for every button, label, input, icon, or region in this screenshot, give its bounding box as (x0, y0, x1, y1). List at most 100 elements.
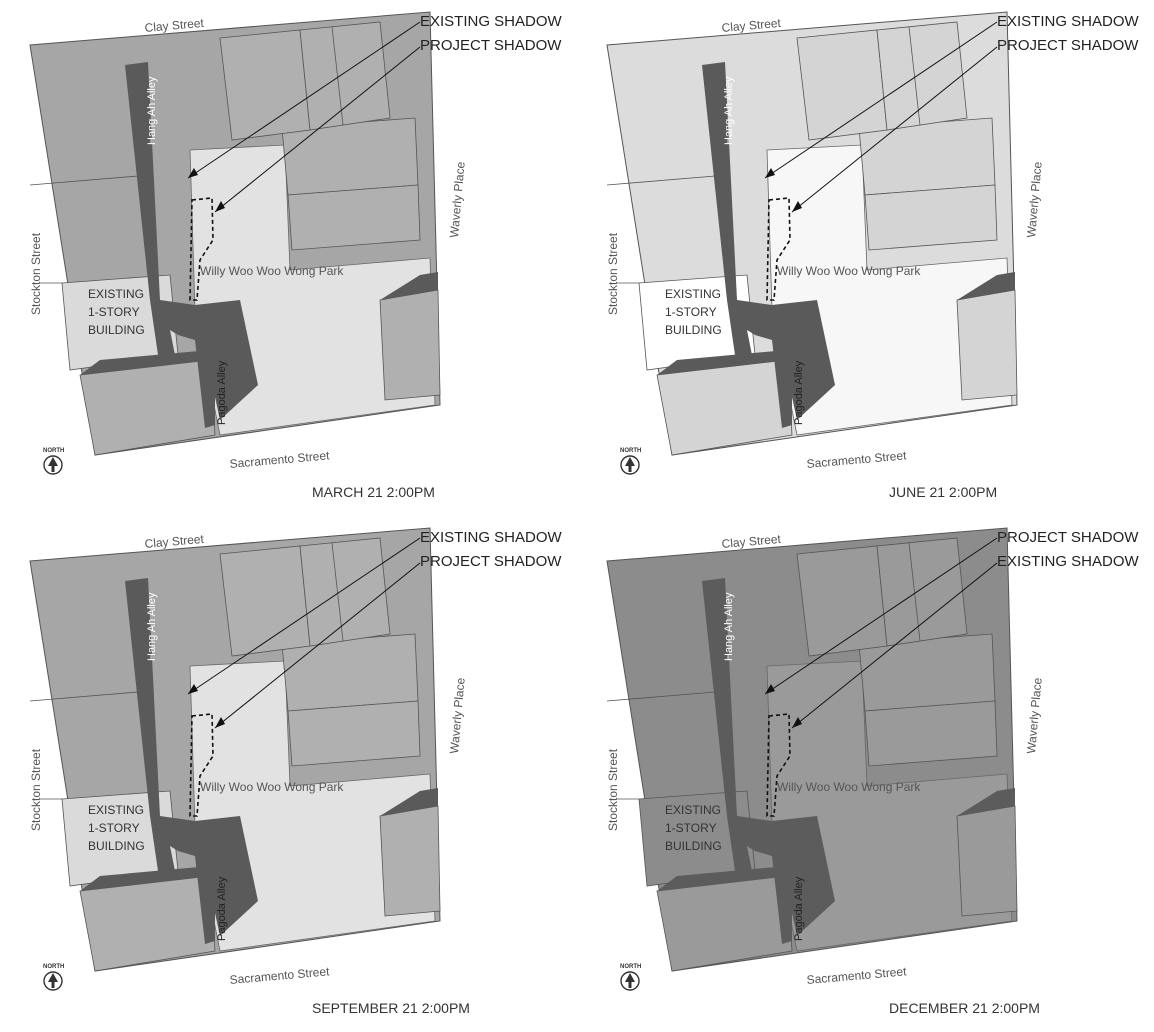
callout-label-1: EXISTING SHADOW (420, 13, 563, 30)
hang-ah-alley-label: Hang Ah Alley (723, 592, 735, 661)
project-shadow-outline (766, 197, 791, 301)
park-label: Willy Woo Woo Wong Park (200, 264, 344, 278)
block-top-2 (876, 537, 968, 647)
sacramento-street-label: Sacramento Street (229, 964, 331, 987)
site-map: EXISTING SHADOW PROJECT SHADOW Clay Stre… (29, 11, 563, 500)
building-label-3: BUILDING (665, 839, 722, 853)
block-top-2 (876, 21, 968, 131)
building-label-2: 1-STORY (88, 821, 140, 835)
block-lower-left (79, 359, 216, 456)
block-right-3-shadow (957, 272, 1015, 300)
callout-label-2: PROJECT SHADOW (420, 37, 562, 54)
park-label: Willy Woo Woo Wong Park (777, 780, 921, 794)
block-top-2 (299, 537, 391, 647)
callout-line-1 (764, 537, 998, 695)
callout-line-2 (214, 562, 421, 729)
block-lower-left-shadow (657, 350, 787, 375)
clay-street-label: Clay Street (144, 532, 205, 551)
hang-ah-alley-shadow (702, 578, 792, 944)
stockton-street-label: Stockton Street (606, 748, 620, 831)
callout-label-1: EXISTING SHADOW (997, 13, 1140, 30)
hang-ah-alley-shadow (125, 62, 215, 428)
waverly-place-label: Waverly Place (447, 161, 468, 238)
callout-line-1 (764, 21, 998, 179)
building-label-2: 1-STORY (665, 305, 717, 319)
block-lower-left-shadow (80, 866, 210, 891)
clay-street-label: Clay Street (721, 16, 782, 35)
block-right-3-shadow (957, 788, 1015, 816)
sacramento-street-label: Sacramento Street (229, 448, 331, 471)
project-shadow-outline (189, 713, 214, 817)
panel-caption: DECEMBER 21 2:00PM (889, 1000, 1040, 1016)
building-label-3: BUILDING (88, 839, 145, 853)
panel-caption: MARCH 21 2:00PM (312, 484, 435, 500)
block-right-3-shadow (380, 788, 438, 816)
block-right-3 (379, 289, 441, 401)
callout-label-1: PROJECT SHADOW (997, 529, 1139, 546)
block-lower-left-shadow (657, 866, 787, 891)
callout-line-1 (187, 21, 421, 179)
pagoda-alley-label: Pagoda Alley (793, 360, 805, 425)
waverly-place-label: Waverly Place (447, 677, 468, 754)
north-arrow-icon (43, 455, 63, 475)
building-label-2: 1-STORY (665, 821, 717, 835)
hang-ah-alley-shadow (125, 578, 215, 944)
waverly-place-label: Waverly Place (1024, 161, 1045, 238)
callout-line-2 (791, 46, 998, 213)
block-right-3 (379, 805, 441, 917)
north-arrow-icon (620, 455, 640, 475)
shadow-panel-september: EXISTING SHADOW PROJECT SHADOW Clay Stre… (0, 516, 577, 1032)
block-top-2 (299, 21, 391, 131)
block-right-3-shadow (380, 272, 438, 300)
callout-label-2: PROJECT SHADOW (420, 553, 562, 570)
project-shadow-outline (189, 197, 214, 301)
hang-ah-alley-label: Hang Ah Alley (146, 76, 158, 145)
block-lower-left (656, 875, 793, 972)
north-arrow-icon (43, 971, 63, 991)
north-label: NORTH (620, 964, 641, 970)
site-map: EXISTING SHADOW PROJECT SHADOW Clay Stre… (29, 527, 563, 1016)
waverly-place-label: Waverly Place (1024, 677, 1045, 754)
pagoda-alley-label: Pagoda Alley (793, 876, 805, 941)
pagoda-alley-shadow (772, 816, 835, 936)
shadow-panel-march: EXISTING SHADOW PROJECT SHADOW Clay Stre… (0, 0, 577, 516)
north-arrow-icon (620, 971, 640, 991)
site-map: EXISTING SHADOW PROJECT SHADOW Clay Stre… (606, 11, 1140, 500)
sacramento-street-label: Sacramento Street (806, 964, 908, 987)
block-right-3 (956, 289, 1018, 401)
block-right-2 (287, 184, 421, 251)
callout-label-2: EXISTING SHADOW (997, 553, 1140, 570)
building-label-3: BUILDING (665, 323, 722, 337)
stockton-street-label: Stockton Street (606, 232, 620, 315)
block-right-2 (864, 184, 998, 251)
block-right-3 (956, 805, 1018, 917)
shadow-panel-december: PROJECT SHADOW EXISTING SHADOW Clay Stre… (577, 516, 1154, 1032)
park-label: Willy Woo Woo Wong Park (200, 780, 344, 794)
block-right-2 (864, 700, 998, 767)
hang-ah-alley-label: Hang Ah Alley (146, 592, 158, 661)
project-shadow-outline (766, 713, 791, 817)
building-label-1: EXISTING (665, 287, 721, 301)
building-label-1: EXISTING (665, 803, 721, 817)
block-top-1 (796, 29, 888, 141)
sacramento-street-label: Sacramento Street (806, 448, 908, 471)
hang-ah-alley-label: Hang Ah Alley (723, 76, 735, 145)
panel-caption: SEPTEMBER 21 2:00PM (312, 1000, 470, 1016)
pagoda-alley-shadow (195, 300, 258, 420)
site-map: PROJECT SHADOW EXISTING SHADOW Clay Stre… (606, 527, 1140, 1016)
clay-street-label: Clay Street (144, 16, 205, 35)
north-label: NORTH (43, 448, 64, 454)
park-label: Willy Woo Woo Wong Park (777, 264, 921, 278)
pagoda-alley-shadow (772, 300, 835, 420)
block-top-1 (219, 545, 311, 657)
panel-caption: JUNE 21 2:00PM (889, 484, 997, 500)
building-label-1: EXISTING (88, 287, 144, 301)
block-lower-left (79, 875, 216, 972)
block-right-2 (287, 700, 421, 767)
clay-street-label: Clay Street (721, 532, 782, 551)
callout-line-1 (187, 537, 421, 695)
building-label-2: 1-STORY (88, 305, 140, 319)
block-top-1 (796, 545, 888, 657)
north-label: NORTH (43, 964, 64, 970)
block-lower-left (656, 359, 793, 456)
